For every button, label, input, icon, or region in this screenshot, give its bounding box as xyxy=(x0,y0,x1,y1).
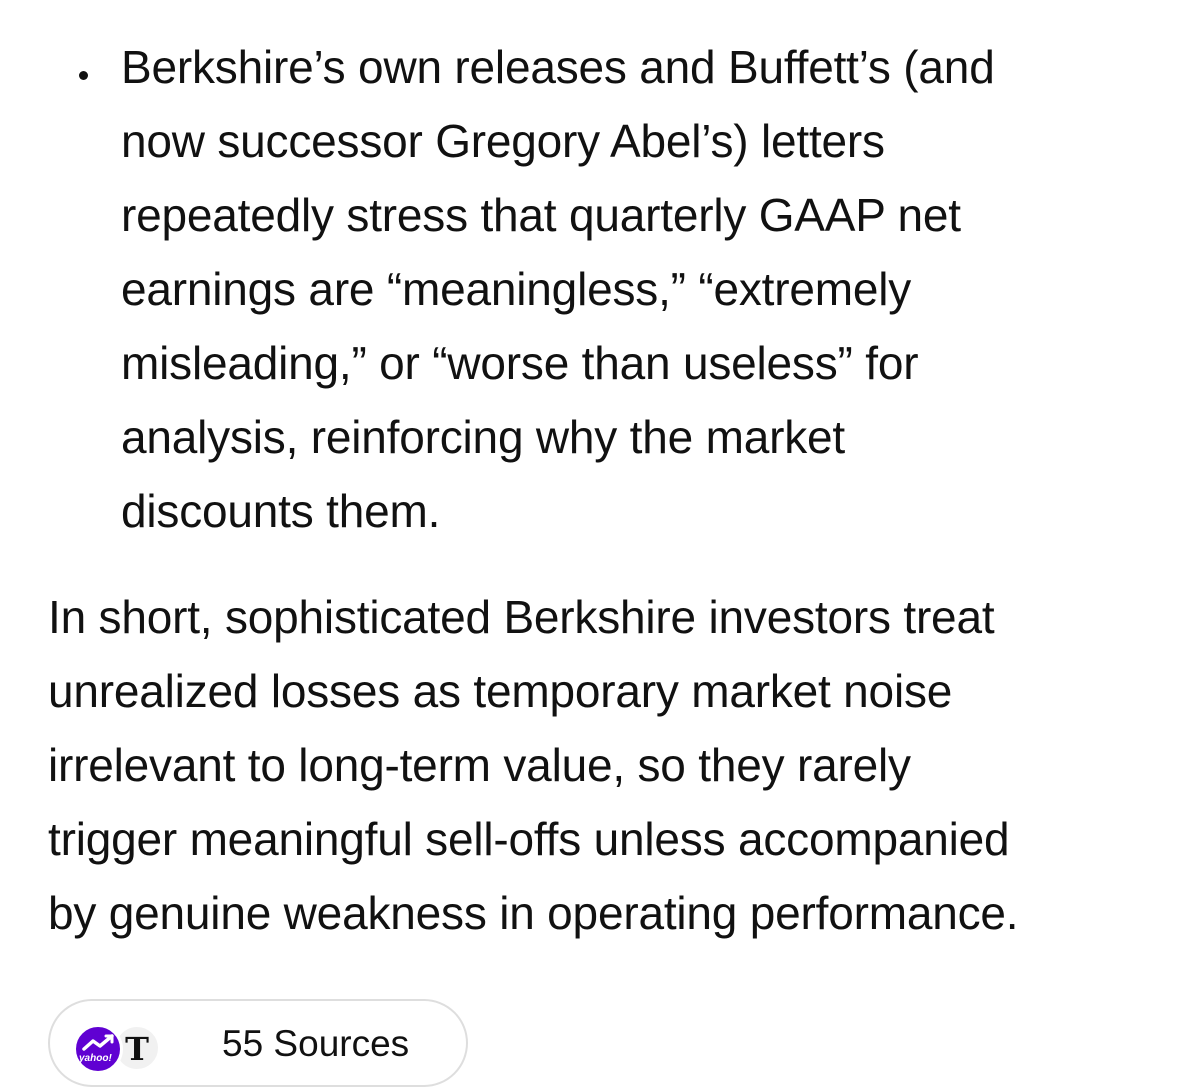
yahoo-finance-icon: yahoo! xyxy=(73,1024,123,1074)
bullet-line: misleading,” or “worse than useless” for xyxy=(121,337,919,389)
summary-line: by genuine weakness in operating perform… xyxy=(48,887,1019,939)
bullet-point-icon xyxy=(79,71,88,80)
bullet-line: Berkshire’s own releases and Buffett’s (… xyxy=(121,41,995,93)
nyt-glyph: T xyxy=(125,1030,149,1068)
sources-label: 55 Sources xyxy=(222,1023,410,1064)
sources-button[interactable]: yahoo! T 55 Sources xyxy=(48,999,468,1087)
summary-paragraph: In short, sophisticated Berkshire invest… xyxy=(48,580,1178,950)
summary-line: irrelevant to long-term value, so they r… xyxy=(48,739,911,791)
bullet-line: discounts them. xyxy=(121,485,441,537)
bullet-line: analysis, reinforcing why the market xyxy=(121,411,845,463)
summary-line: unrealized losses as temporary market no… xyxy=(48,665,953,717)
bullet-text: Berkshire’s own releases and Buffett’s (… xyxy=(121,30,1151,548)
yahoo-wordmark: yahoo! xyxy=(79,1053,112,1064)
trend-line-icon xyxy=(82,1034,114,1051)
summary-line: In short, sophisticated Berkshire invest… xyxy=(48,591,995,643)
summary-line: trigger meaningful sell-offs unless acco… xyxy=(48,813,1010,865)
bullet-line: repeatedly stress that quarterly GAAP ne… xyxy=(121,189,961,241)
bullet-line: earnings are “meaningless,” “extremely xyxy=(121,263,912,315)
bullet-line: now successor Gregory Abel’s) letters xyxy=(121,115,885,167)
